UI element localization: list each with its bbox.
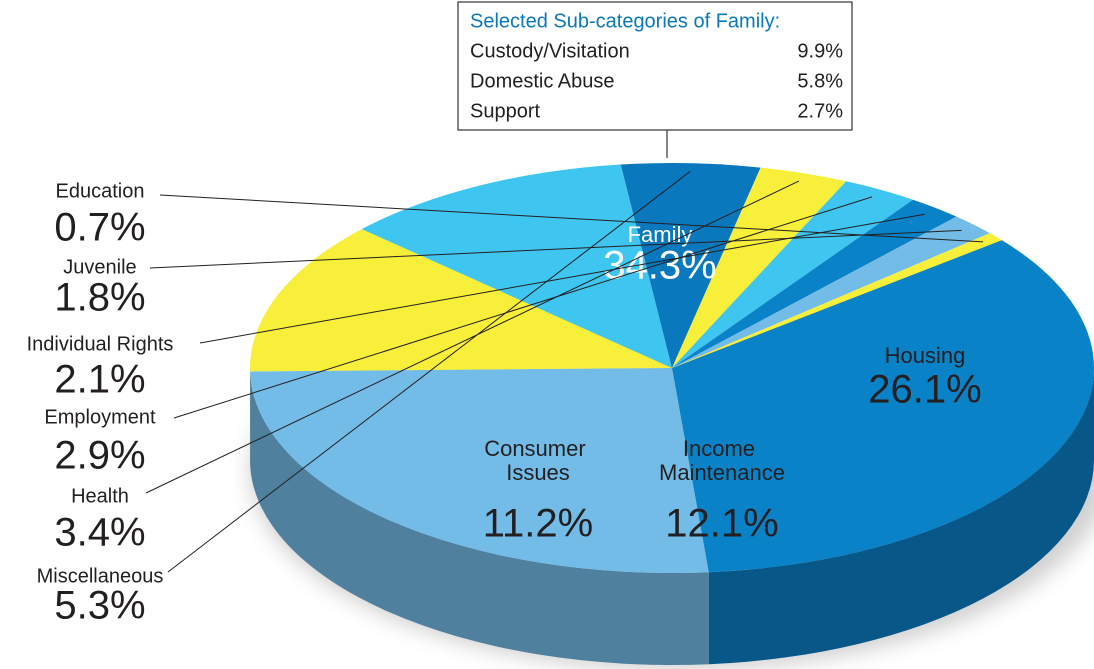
pie-slice xyxy=(620,163,761,368)
pie-sides xyxy=(250,368,1094,665)
slice-label: Housing xyxy=(885,343,966,368)
slice-label: Education xyxy=(56,180,145,202)
leader-line xyxy=(173,196,873,419)
value-label: 2.1% xyxy=(54,358,145,402)
leader-line xyxy=(167,171,691,573)
value-label: 3.4% xyxy=(54,511,145,555)
leader-line xyxy=(159,194,983,243)
inset-row-value: 2.7% xyxy=(797,100,843,122)
pie-slice xyxy=(672,233,1002,368)
slice-label: Family xyxy=(628,222,693,247)
slice-label: Individual Rights xyxy=(27,333,174,355)
pie-slice xyxy=(672,240,1094,573)
slice-label: Income Maintenance xyxy=(659,436,785,485)
pie-slice xyxy=(672,216,990,368)
pie-slice xyxy=(672,181,913,368)
value-label: 11.2% xyxy=(483,502,593,546)
pie-slice xyxy=(250,368,709,573)
value-label: 5.3% xyxy=(54,584,145,628)
slice-label: Juvenile xyxy=(63,256,136,278)
inset-row-name: Custody/Visitation xyxy=(470,40,630,62)
pie-slice xyxy=(361,164,672,368)
pie-side xyxy=(250,371,709,665)
inset: Selected Sub-categories of Family: Custo… xyxy=(457,1,853,158)
value-label: 1.8% xyxy=(54,276,145,320)
leader-line xyxy=(149,229,962,269)
leader-line xyxy=(145,180,800,494)
pie-slice xyxy=(672,167,847,368)
value-label: 2.9% xyxy=(54,434,145,478)
inset-box xyxy=(457,1,853,131)
value-label: 34.3% xyxy=(603,244,716,288)
leader-line xyxy=(199,213,925,344)
inset-row-name: Support xyxy=(470,100,540,122)
inset-title: Selected Sub-categories of Family: xyxy=(470,10,780,32)
pie-slice xyxy=(250,229,672,372)
slice-label: Miscellaneous xyxy=(37,565,164,587)
slice-label: Employment xyxy=(44,406,156,428)
value-label: 12.1% xyxy=(665,502,778,546)
pie-slice xyxy=(672,199,957,368)
slice-label: Consumer Issues xyxy=(484,436,592,485)
pie-top xyxy=(250,163,1094,573)
value-label: 0.7% xyxy=(54,206,145,250)
value-label: 26.1% xyxy=(868,368,981,412)
inset-rows: Custody/Visitation 9.9% Domestic Abuse 5.8%… xyxy=(470,40,843,122)
inset-row-value: 5.8% xyxy=(797,70,843,92)
inset-row-value: 9.9% xyxy=(797,40,843,62)
slice-label: Health xyxy=(71,485,129,507)
pie-side xyxy=(708,368,1094,665)
inset-row-name: Domestic Abuse xyxy=(470,70,615,92)
